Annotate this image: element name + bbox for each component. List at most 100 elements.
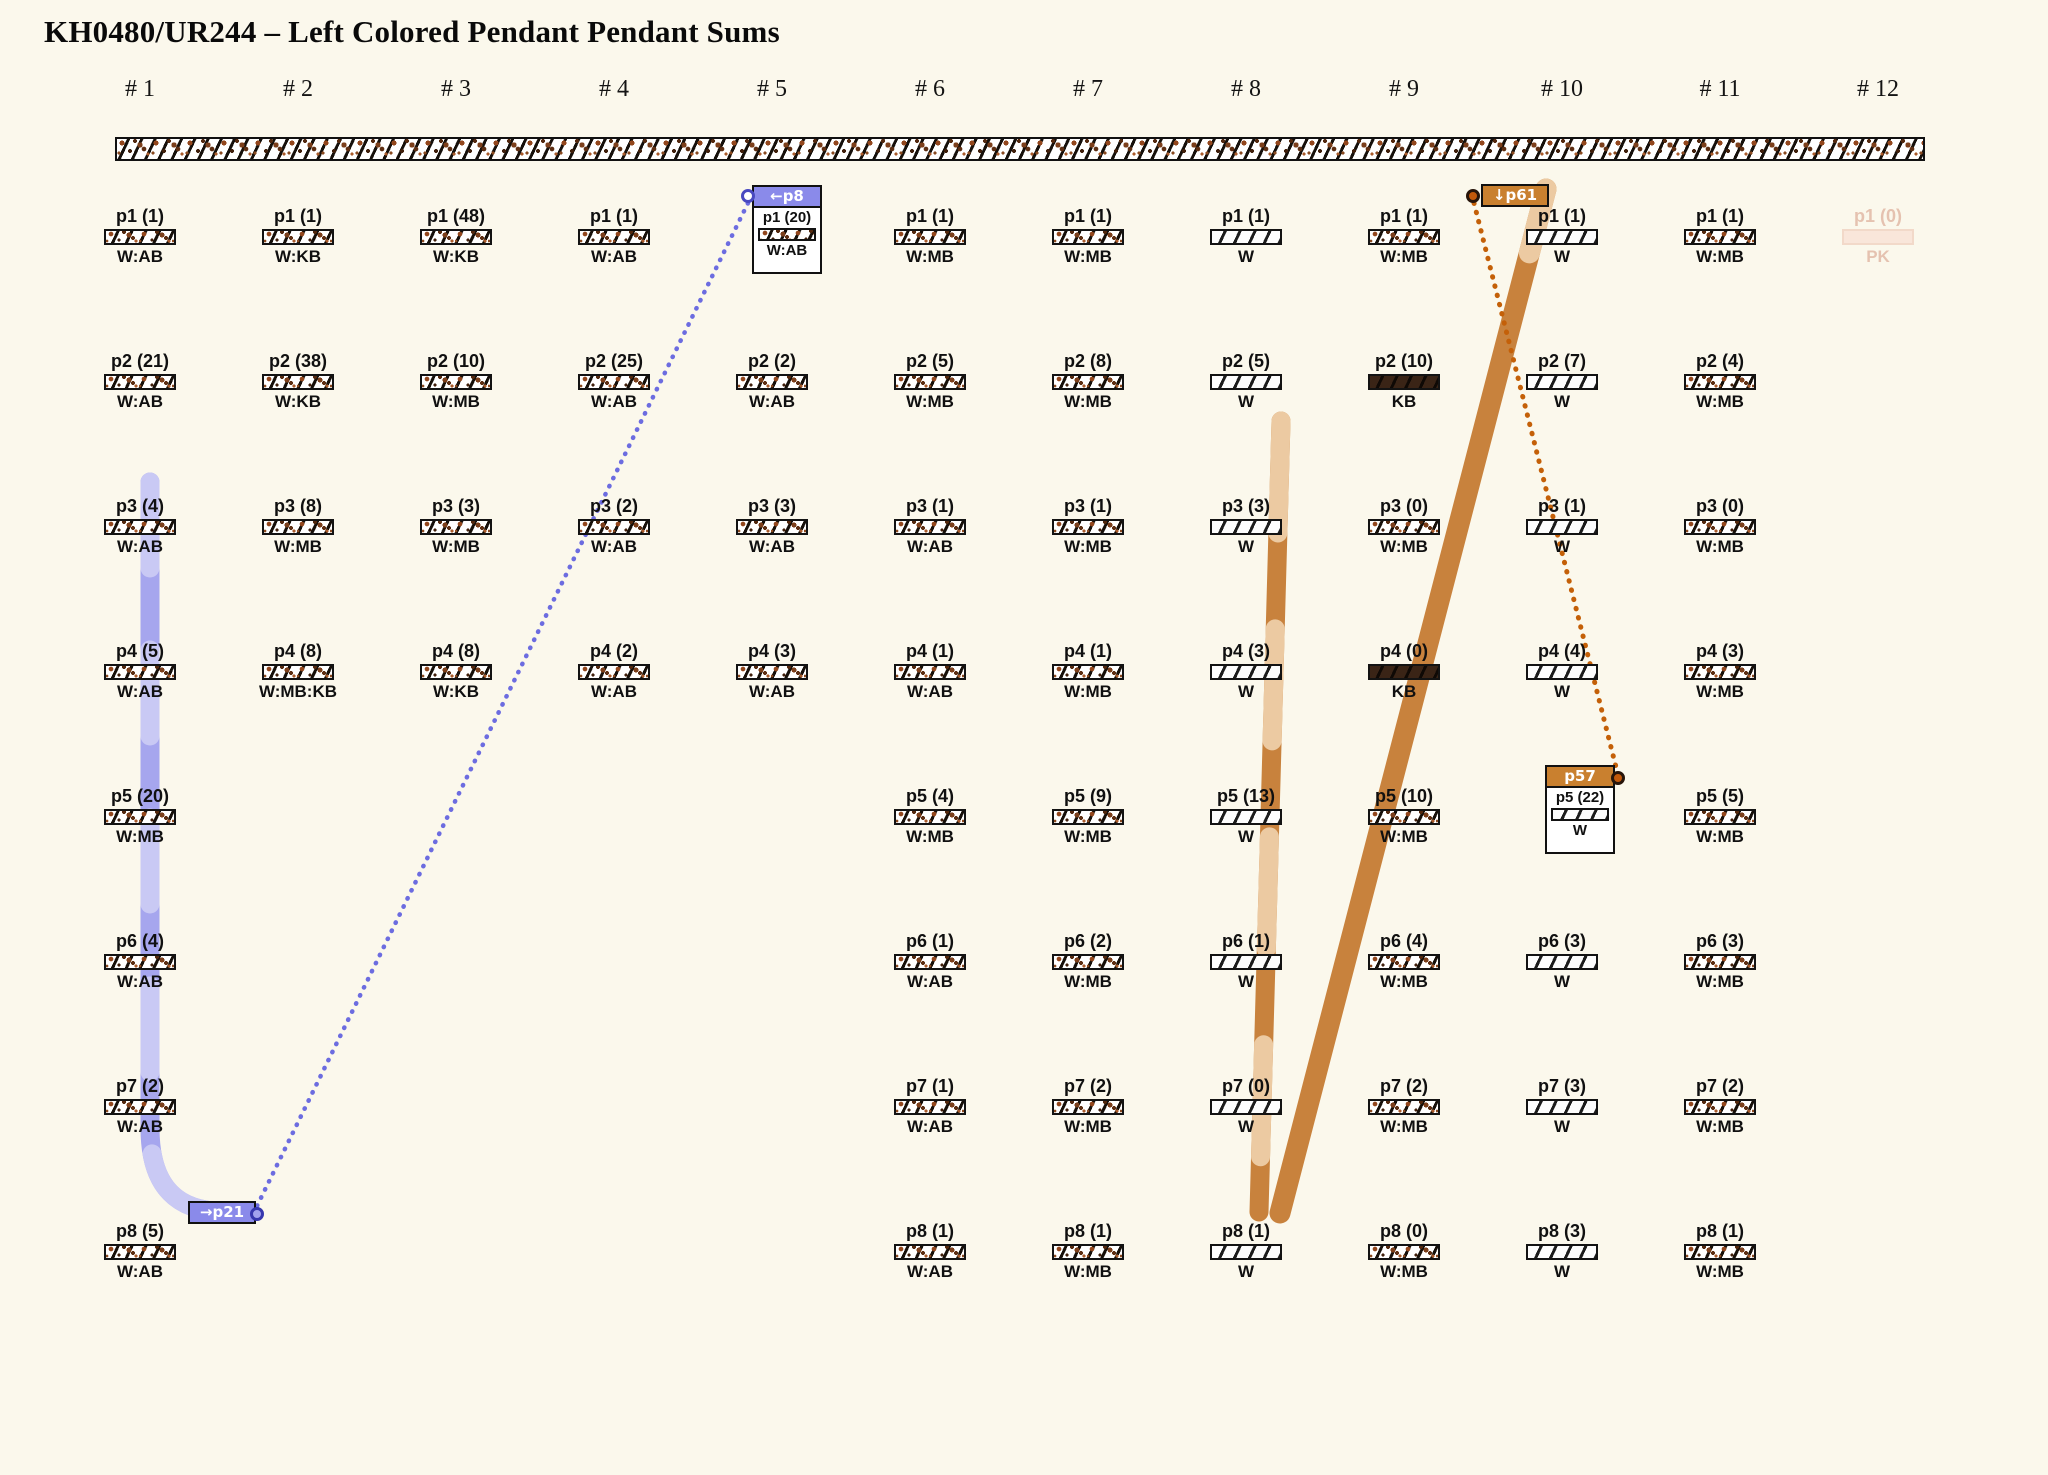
pendant-color-code: KB <box>1391 682 1417 701</box>
pendant-cell: p3 (8) W:MB <box>238 496 358 557</box>
pendant-cell: p5 (4) W:MB <box>870 786 990 847</box>
pendant-label: p5 (4) <box>905 786 954 806</box>
pendant-color-bar <box>1684 954 1756 970</box>
pendant-label: p1 (1) <box>115 206 164 226</box>
pendant-color-bar <box>1368 954 1440 970</box>
pendant-color-code: W <box>1237 247 1255 266</box>
pendant-color-code: W:KB <box>433 682 479 701</box>
pendant-color-code: W:MB <box>1696 1262 1744 1281</box>
pendant-color-code: W:MB <box>906 392 954 411</box>
column-header: # 8 <box>1231 76 1261 102</box>
pendant-label: p8 (3) <box>1537 1221 1586 1241</box>
column-header: # 10 <box>1541 76 1583 102</box>
pendant-color-code: W:MB <box>1696 247 1744 266</box>
pendant-cell: p8 (3) W <box>1502 1221 1622 1282</box>
pendant-label: p2 (38) <box>268 351 328 371</box>
pendant-cell: p4 (2) W:AB <box>554 641 674 702</box>
pendant-cell: p4 (0) KB <box>1344 641 1464 702</box>
pendant-label: p7 (1) <box>905 1076 954 1096</box>
pendant-color-bar <box>1052 374 1124 390</box>
pendant-label: p3 (8) <box>273 496 322 516</box>
pendant-color-code: W:MB <box>116 827 164 846</box>
pendant-color-code: W:MB <box>1380 1117 1428 1136</box>
pendant-color-bar <box>1684 809 1756 825</box>
pendant-cell: p4 (1) W:MB <box>1028 641 1148 702</box>
pendant-color-code: W <box>1237 1117 1255 1136</box>
column-header: # 11 <box>1699 76 1741 102</box>
pendant-color-code: W:MB <box>1380 537 1428 556</box>
pendant-label: p3 (4) <box>115 496 164 516</box>
pendant-label: p7 (2) <box>1695 1076 1744 1096</box>
pendant-cell: p3 (0) W:MB <box>1660 496 1780 557</box>
pendant-color-bar <box>262 229 334 245</box>
boxed-pendant-cell: ←p8 p1 (20) W:AB <box>752 185 822 274</box>
pendant-cell: p3 (3) W:MB <box>396 496 516 557</box>
pendant-color-bar <box>1368 374 1440 390</box>
pendant-color-bar <box>1368 664 1440 680</box>
pendant-cell: p3 (0) W:MB <box>1344 496 1464 557</box>
pendant-cell: p8 (0) W:MB <box>1344 1221 1464 1282</box>
pendant-label: p8 (0) <box>1379 1221 1428 1241</box>
pendant-label: p1 (20) <box>762 209 812 226</box>
pendant-label: p1 (48) <box>426 206 486 226</box>
pendant-cell: p4 (3) W:AB <box>712 641 832 702</box>
pendant-label: p2 (7) <box>1537 351 1586 371</box>
pendant-cell: p1 (1) W:MB <box>870 206 990 267</box>
pendant-cell: p2 (4) W:MB <box>1660 351 1780 412</box>
pendant-color-code: W:MB <box>1696 827 1744 846</box>
pendant-color-code: W:AB <box>749 537 795 556</box>
pendant-color-code: W:MB <box>1696 682 1744 701</box>
pendant-label: p1 (1) <box>1537 206 1586 226</box>
pendant-cell: p1 (1) W <box>1186 206 1306 267</box>
pendant-link-tag: ←p8 <box>754 187 820 208</box>
pendant-label: p2 (8) <box>1063 351 1112 371</box>
pendant-color-code: W:AB <box>117 682 163 701</box>
pendant-label: p4 (2) <box>589 641 638 661</box>
pendant-cell: p1 (1) W:MB <box>1660 206 1780 267</box>
pendant-color-bar <box>1684 374 1756 390</box>
pendant-cell: p3 (3) W <box>1186 496 1306 557</box>
pendant-label: p4 (0) <box>1379 641 1428 661</box>
pendant-label: p4 (3) <box>1221 641 1270 661</box>
pendant-label: p3 (1) <box>1537 496 1586 516</box>
pendant-color-code: W:MB <box>906 247 954 266</box>
pendant-color-code: PK <box>1866 247 1890 266</box>
pendant-color-bar <box>758 228 816 241</box>
pendant-color-bar <box>894 1099 966 1115</box>
pendant-color-code: W:MB <box>1696 1117 1744 1136</box>
pendant-label: p3 (1) <box>905 496 954 516</box>
pendant-cell: p6 (4) W:MB <box>1344 931 1464 992</box>
pendant-label: p4 (1) <box>905 641 954 661</box>
pendant-label: p3 (2) <box>589 496 638 516</box>
pendant-label: p8 (1) <box>905 1221 954 1241</box>
pendant-color-code: W <box>1237 682 1255 701</box>
pendant-color-bar <box>104 1099 176 1115</box>
pendant-color-bar <box>894 1244 966 1260</box>
pendant-label: p4 (8) <box>273 641 322 661</box>
pendant-color-bar <box>894 374 966 390</box>
pendant-cell: p6 (1) W <box>1186 931 1306 992</box>
link-p8-to-p21 <box>254 200 751 1209</box>
pendant-label: p6 (1) <box>905 931 954 951</box>
pendant-color-code: W <box>1237 392 1255 411</box>
pendant-color-code: W:MB <box>1696 537 1744 556</box>
sum-span-col10-col8-base <box>1269 178 1557 1224</box>
pendant-cell: p6 (3) W:MB <box>1660 931 1780 992</box>
pendant-cell: p3 (3) W:AB <box>712 496 832 557</box>
pendant-box-footer <box>754 260 820 272</box>
pendant-label: p6 (2) <box>1063 931 1112 951</box>
pendant-cell: p6 (1) W:AB <box>870 931 990 992</box>
pendant-color-bar <box>262 374 334 390</box>
pendant-label: p6 (1) <box>1221 931 1270 951</box>
pendant-color-code: W:AB <box>907 972 953 991</box>
p8-link-start-dot <box>741 189 755 203</box>
pendant-cell: p7 (3) W <box>1502 1076 1622 1137</box>
pendant-color-bar <box>104 954 176 970</box>
pendant-color-code: W:AB <box>591 537 637 556</box>
pendant-label: p1 (1) <box>1695 206 1744 226</box>
pendant-color-code: W:MB:KB <box>258 682 338 701</box>
pendant-label: p8 (5) <box>115 1221 164 1241</box>
pendant-cell: p8 (1) W <box>1186 1221 1306 1282</box>
